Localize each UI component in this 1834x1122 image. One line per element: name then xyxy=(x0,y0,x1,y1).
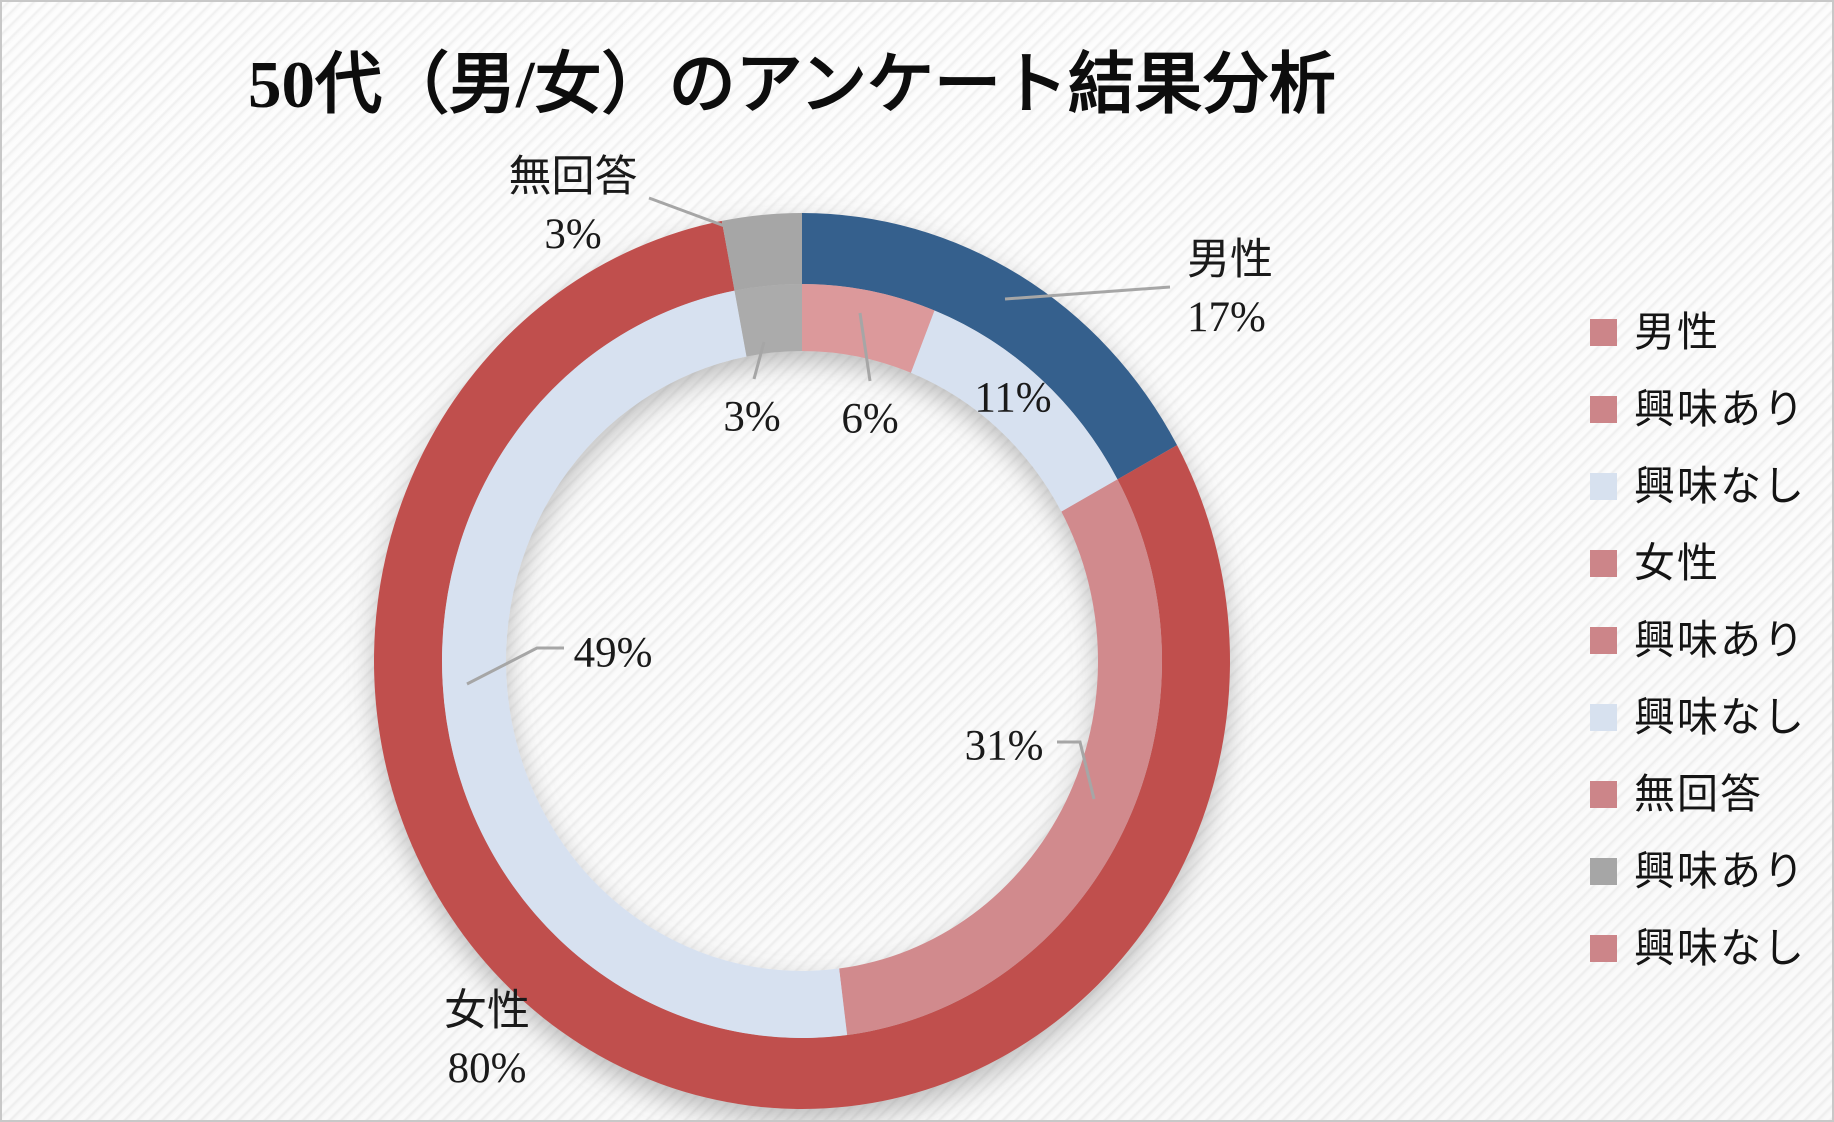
data-label: 3% xyxy=(723,393,781,441)
donut-segment-outer-2 xyxy=(721,213,802,291)
legend-label: 男性 xyxy=(1634,308,1720,355)
legend-label: 無回答 xyxy=(1634,770,1763,817)
data-label: 6% xyxy=(841,395,899,443)
callout-line xyxy=(858,312,872,382)
legend-swatch xyxy=(1590,318,1617,346)
legend-swatch xyxy=(1590,395,1617,423)
data-label: 無回答 3% xyxy=(508,154,638,258)
chart-title: 50代（男/女）のアンケート結果分析 xyxy=(248,48,1336,122)
data-label: 女性 80% xyxy=(444,988,530,1092)
chart-legend: 男性 興味あり 興味なし 女性 興味あり 興味なし 無回答 興味あり 興味なし xyxy=(1590,307,1806,973)
callout-line xyxy=(466,646,564,686)
legend-item-1: 興味あり xyxy=(1590,384,1806,434)
donut-segment-outer-0 xyxy=(802,213,1178,480)
legend-item-7: 興味あり xyxy=(1590,846,1806,896)
legend-label: 興味あり xyxy=(1634,385,1806,432)
legend-swatch xyxy=(1590,472,1617,500)
legend-label: 興味なし xyxy=(1634,462,1806,509)
data-label: 男性 17% xyxy=(1187,237,1273,341)
donut-segment-inner-2 xyxy=(839,479,1163,1036)
donut-segment-inner-3 xyxy=(442,290,848,1038)
data-label: 11% xyxy=(974,374,1052,422)
legend-swatch xyxy=(1590,626,1617,654)
callout-line xyxy=(752,341,766,380)
callout-line xyxy=(648,196,749,289)
legend-item-0: 男性 xyxy=(1590,307,1806,357)
legend-item-4: 興味あり xyxy=(1590,615,1806,665)
legend-label: 興味なし xyxy=(1634,693,1806,740)
legend-item-8: 興味なし xyxy=(1590,923,1806,973)
donut-segment-inner-0 xyxy=(802,284,935,373)
legend-label: 興味なし xyxy=(1634,924,1806,971)
legend-label: 女性 xyxy=(1634,539,1720,586)
legend-item-6: 無回答 xyxy=(1590,769,1806,819)
data-label: 49% xyxy=(573,629,653,677)
legend-swatch xyxy=(1590,857,1617,885)
legend-item-2: 興味なし xyxy=(1590,461,1806,511)
callout-line xyxy=(1004,285,1171,301)
legend-item-3: 女性 xyxy=(1590,538,1806,588)
legend-item-5: 興味なし xyxy=(1590,692,1806,742)
legend-swatch xyxy=(1590,549,1617,577)
legend-swatch xyxy=(1590,703,1617,731)
data-label: 31% xyxy=(964,722,1044,770)
callout-line xyxy=(1057,740,1096,800)
legend-swatch xyxy=(1590,780,1617,808)
donut-segment-inner-1 xyxy=(910,310,1118,512)
legend-label: 興味あり xyxy=(1634,616,1806,663)
donut-segment-inner-4 xyxy=(734,284,802,357)
legend-label: 興味あり xyxy=(1634,847,1806,894)
legend-swatch xyxy=(1590,934,1617,962)
